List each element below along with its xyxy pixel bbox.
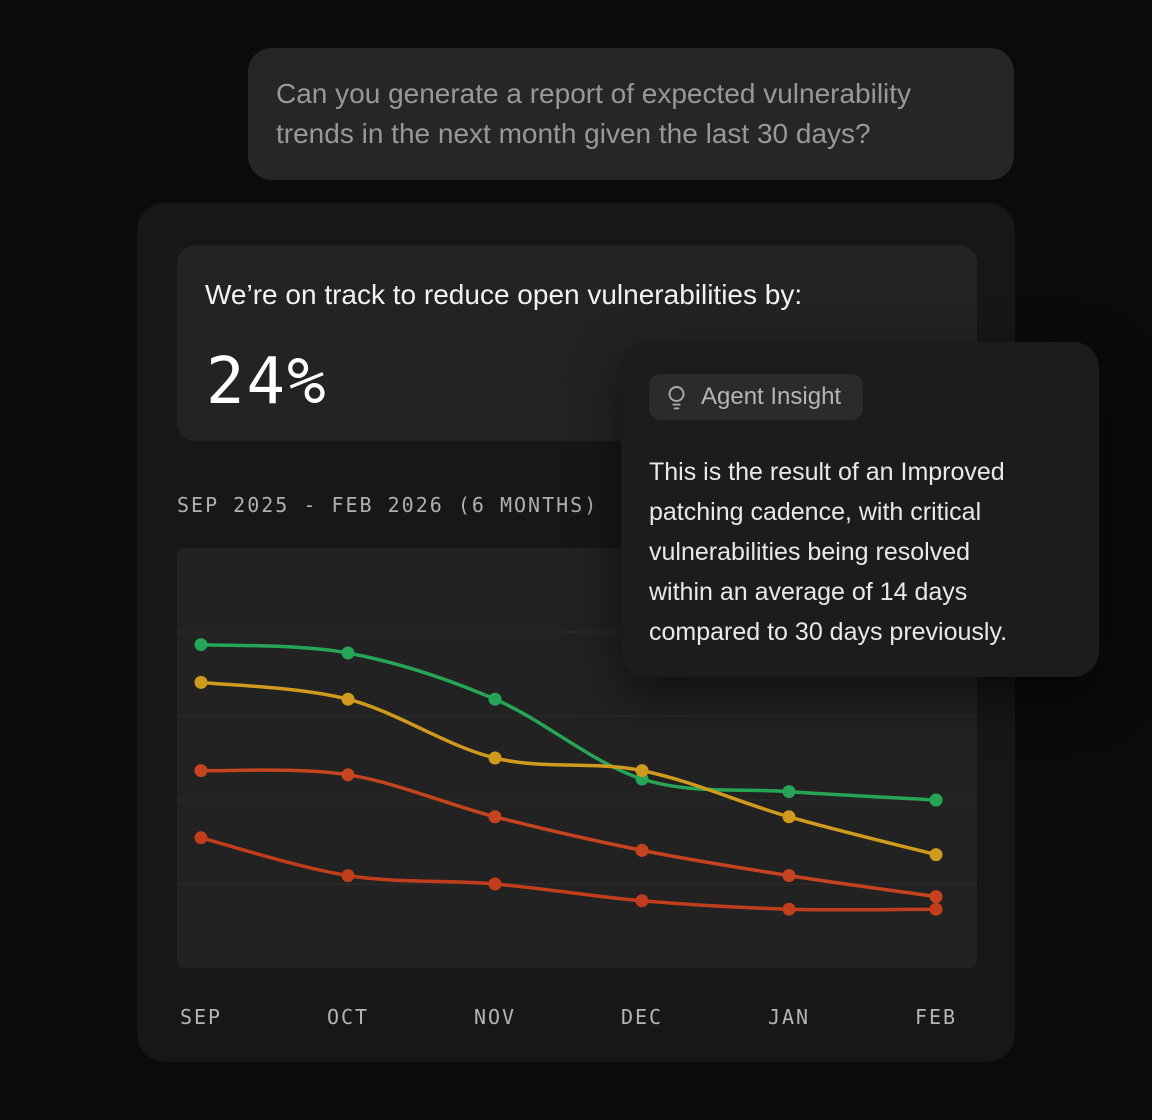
chart-point-orange-red	[341, 768, 355, 782]
x-axis-label-sep: SEP	[179, 1005, 223, 1029]
chart-point-amber	[929, 848, 943, 862]
chart-point-orange-red	[929, 890, 943, 904]
chart-point-green	[194, 638, 208, 652]
agent-insight-text: This is the result of an Improved patchi…	[649, 458, 1008, 646]
agent-insight-card: Agent Insight This is the result of an I…	[621, 342, 1099, 677]
x-axis-label-feb: FEB	[914, 1005, 958, 1029]
chart-point-orange-red	[782, 869, 796, 883]
chart-line-green	[199, 642, 938, 802]
headline-text: We’re on track to reduce open vulnerabil…	[205, 279, 803, 310]
chart-point-green	[341, 646, 355, 660]
date-range-label: SEP 2025 - FEB 2026 (6 MONTHS)	[177, 493, 599, 517]
chart-point-amber	[782, 810, 796, 824]
agent-insight-label: Agent Insight	[701, 383, 842, 410]
chart-line-red	[199, 836, 938, 912]
lightbulb-icon	[665, 384, 688, 411]
chart-point-red	[488, 877, 502, 891]
chart-point-red	[782, 902, 796, 916]
chart-point-orange-red	[488, 810, 502, 824]
chart-point-green	[488, 692, 502, 706]
chart-point-red	[635, 894, 649, 908]
chart-point-amber	[488, 751, 502, 765]
x-axis-label-jan: JAN	[767, 1005, 811, 1029]
x-axis-labels: SEP OCT NOV DEC JAN FEB	[137, 1003, 1015, 1031]
chart-point-amber	[194, 675, 208, 689]
metric-value: 24%	[206, 345, 328, 419]
user-message-text: Can you generate a report of expected vu…	[276, 78, 912, 149]
user-message-bubble: Can you generate a report of expected vu…	[248, 48, 1014, 180]
chart-point-green	[782, 785, 796, 799]
chart-point-orange-red	[194, 764, 208, 778]
x-axis-label-nov: NOV	[473, 1005, 517, 1029]
chart-point-amber	[341, 692, 355, 706]
agent-insight-badge: Agent Insight	[649, 374, 864, 420]
x-axis-label-dec: DEC	[620, 1005, 664, 1029]
chart-point-red	[194, 831, 208, 845]
chart-point-red	[341, 869, 355, 883]
vulnerability-trend-chart	[177, 548, 977, 968]
x-axis-label-oct: OCT	[326, 1005, 370, 1029]
chart-point-orange-red	[635, 843, 649, 857]
chart-point-green	[929, 793, 943, 807]
chart-point-amber	[635, 764, 649, 778]
chart-line-orange-red	[199, 768, 938, 899]
chart-point-red	[929, 902, 943, 916]
chart-line-amber	[199, 680, 938, 857]
